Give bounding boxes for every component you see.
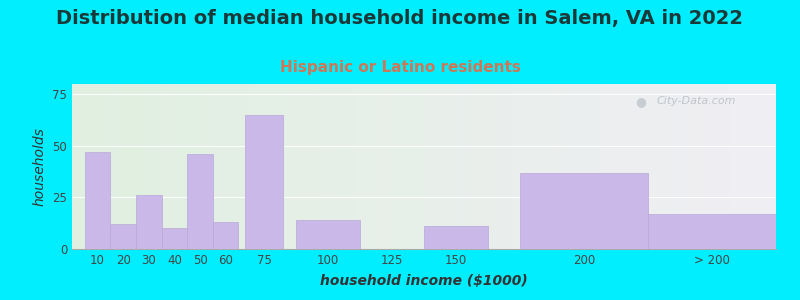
- Bar: [520, 173, 648, 249]
- Bar: [296, 220, 360, 249]
- Bar: [162, 228, 187, 249]
- X-axis label: household income ($1000): household income ($1000): [320, 274, 528, 288]
- Bar: [213, 222, 238, 249]
- Bar: [85, 152, 110, 249]
- Bar: [648, 214, 776, 249]
- Bar: [136, 195, 162, 249]
- Bar: [110, 224, 136, 249]
- Bar: [424, 226, 488, 249]
- Text: ●: ●: [635, 95, 646, 109]
- Bar: [187, 154, 213, 249]
- Text: Distribution of median household income in Salem, VA in 2022: Distribution of median household income …: [57, 9, 743, 28]
- Y-axis label: households: households: [33, 127, 46, 206]
- Text: City-Data.com: City-Data.com: [656, 95, 736, 106]
- Bar: [245, 115, 283, 249]
- Text: Hispanic or Latino residents: Hispanic or Latino residents: [279, 60, 521, 75]
